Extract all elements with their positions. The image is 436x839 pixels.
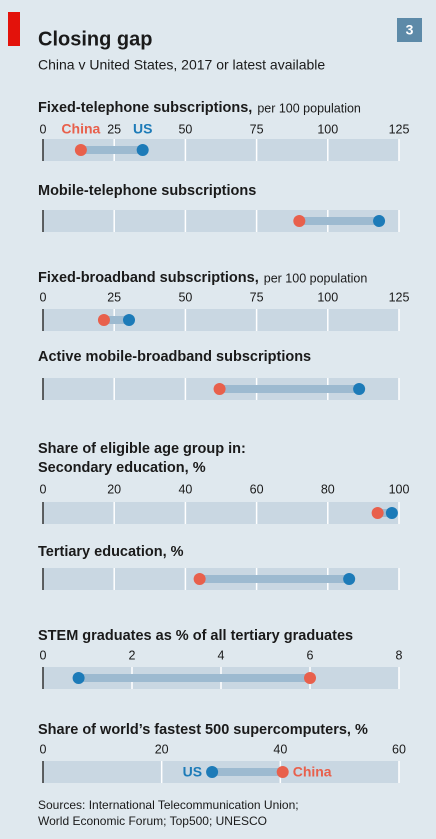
x-tick-label: 100 xyxy=(317,290,338,304)
dot xyxy=(276,766,289,778)
x-tick-label: 60 xyxy=(392,742,406,756)
x-tick-label: 100 xyxy=(317,122,338,136)
x-tick-label: 75 xyxy=(250,290,264,304)
x-tick-label: 40 xyxy=(273,742,287,756)
x-tick-label: 125 xyxy=(389,290,410,304)
x-tick-label: 100 xyxy=(389,482,410,496)
badge: 3 xyxy=(406,22,414,38)
band xyxy=(43,309,399,331)
x-tick-label: 20 xyxy=(155,742,169,756)
x-tick-label: 50 xyxy=(178,122,192,136)
panel-unit: per 100 population xyxy=(257,101,361,115)
red-tag xyxy=(8,12,20,46)
dot xyxy=(206,766,219,778)
section-heading: Share of eligible age group in: xyxy=(38,441,246,457)
dot xyxy=(74,144,87,156)
panel-unit: per 100 population xyxy=(264,271,368,285)
panel-title: Fixed-telephone subscriptions, xyxy=(38,100,252,116)
panel-title: Share of world’s fastest 500 supercomput… xyxy=(38,722,368,738)
dot xyxy=(136,144,149,156)
series-label: US xyxy=(183,764,202,780)
x-tick-label: 0 xyxy=(40,290,47,304)
band xyxy=(43,139,399,161)
series-label: US xyxy=(133,121,152,137)
x-tick-label: 75 xyxy=(250,122,264,136)
dot xyxy=(193,573,206,585)
panel-title: Tertiary education, % xyxy=(38,544,184,560)
band xyxy=(43,210,399,232)
x-tick-label: 25 xyxy=(107,122,121,136)
dot xyxy=(373,215,386,227)
dot xyxy=(343,573,356,585)
band xyxy=(43,502,399,524)
dot xyxy=(304,672,316,684)
badge-box xyxy=(397,18,422,42)
panel-title: Mobile-telephone subscriptions xyxy=(38,183,256,199)
x-tick-label: 2 xyxy=(129,648,136,662)
x-tick-label: 6 xyxy=(307,648,314,662)
x-tick-label: 60 xyxy=(250,482,264,496)
dot xyxy=(72,672,85,684)
x-tick-label: 50 xyxy=(178,290,192,304)
x-tick-label: 0 xyxy=(40,648,47,662)
x-tick-label: 80 xyxy=(321,482,335,496)
series-label: China xyxy=(293,764,332,780)
panel-title: STEM graduates as % of all tertiary grad… xyxy=(38,628,353,644)
dot xyxy=(353,383,366,395)
x-tick-label: 40 xyxy=(178,482,192,496)
x-tick-label: 125 xyxy=(389,122,410,136)
source: World Economic Forum; Top500; UNESCO xyxy=(38,814,267,828)
source: Sources: International Telecommunication… xyxy=(38,798,299,812)
dot xyxy=(371,507,384,519)
x-tick-label: 0 xyxy=(40,742,47,756)
dot xyxy=(97,314,110,326)
dot xyxy=(293,215,306,227)
x-tick-label: 0 xyxy=(40,122,47,136)
dot xyxy=(123,314,136,326)
x-tick-label: 0 xyxy=(40,482,47,496)
panel-title: Fixed-broadband subscriptions, xyxy=(38,270,259,286)
dot xyxy=(213,383,226,395)
title: Closing gap xyxy=(38,28,152,50)
x-tick-label: 25 xyxy=(107,290,121,304)
panel-title: Active mobile-broadband subscriptions xyxy=(38,349,311,365)
x-tick-label: 4 xyxy=(218,648,225,662)
series-label: China xyxy=(61,121,100,137)
subtitle: China v United States, 2017 or latest av… xyxy=(38,57,325,73)
dot xyxy=(385,507,398,519)
x-tick-label: 8 xyxy=(396,648,403,662)
panel-title: Secondary education, % xyxy=(38,460,206,476)
x-tick-label: 20 xyxy=(107,482,121,496)
